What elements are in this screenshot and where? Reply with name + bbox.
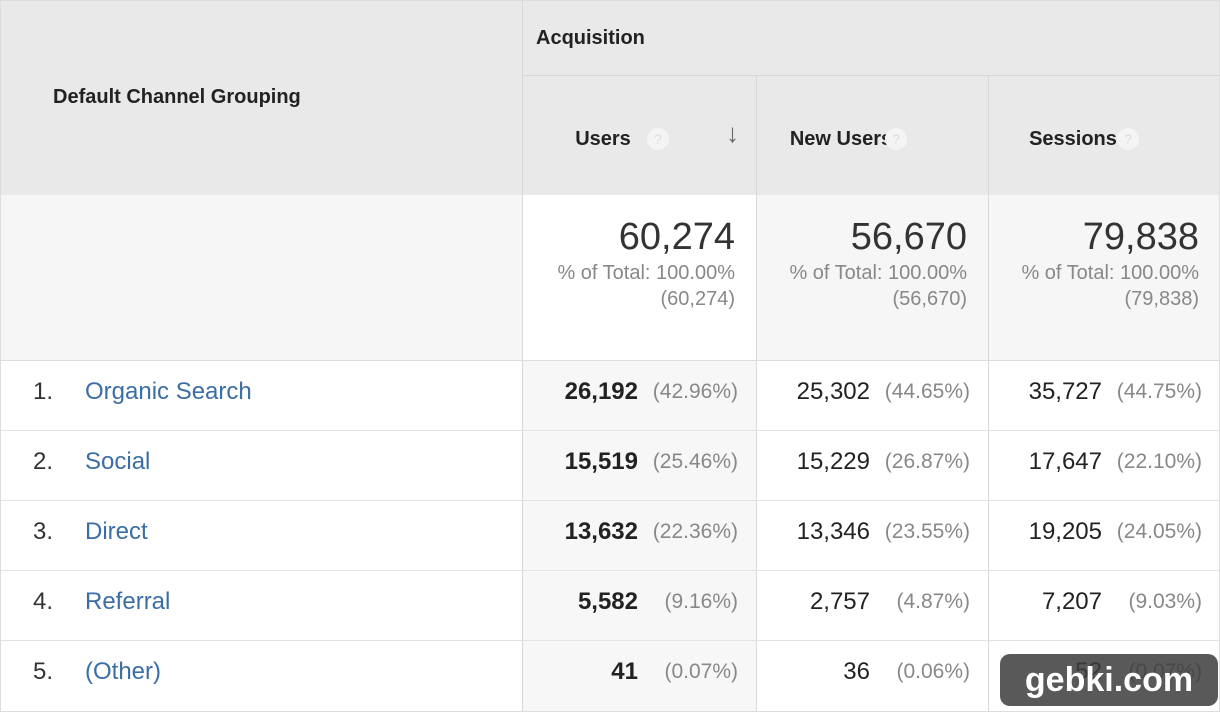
help-icon: ? [647,128,669,150]
line [0,570,1220,571]
cell-share: (42.96%) [652,380,738,403]
cell-value: 25,302 [796,378,870,405]
row-rank: 1. [33,378,54,405]
line [0,640,1220,641]
cell-value: 7,207 [1041,588,1102,615]
total-base: (60,274) [660,288,736,310]
cell-value: 19,205 [1028,518,1102,545]
cell-value: 35,727 [1028,378,1102,405]
channel-link[interactable]: Social [85,448,151,475]
total-base: (79,838) [1124,288,1200,310]
channel-link[interactable]: (Other) [85,658,162,685]
totals-sorted-bg [522,195,756,360]
cell-share: (22.36%) [652,520,738,543]
line [0,360,1220,361]
column-header[interactable]: Users [575,128,631,150]
cell-share: (44.65%) [884,380,970,403]
header-bg [0,0,1220,195]
total-base: (56,670) [892,288,968,310]
cell-value: 13,632 [564,518,638,545]
row-rank: 2. [33,448,54,475]
sorted-col-bg [522,360,756,712]
total-value: 79,838 [1082,216,1199,258]
cell-share: (25.46%) [652,450,738,473]
cell-share: (24.05%) [1116,520,1202,543]
line [522,0,523,712]
row-rank: 3. [33,518,54,545]
cell-share: (9.03%) [1128,590,1202,613]
cell-value: 26,192 [564,378,638,405]
row-rank: 4. [33,588,54,615]
row-rank: 5. [33,658,54,685]
sort-arrow: ↓ [726,118,739,148]
channel-link[interactable]: Organic Search [85,378,252,405]
help-icon: ? [885,128,907,150]
line [0,430,1220,431]
cell-value: 5,582 [577,588,638,615]
cell-value: 36 [843,658,870,685]
column-header[interactable]: Sessions [1029,128,1117,150]
line [0,500,1220,501]
total-value: 60,274 [618,216,735,258]
cell-value: 17,647 [1028,448,1102,475]
group-header: Acquisition [536,27,645,49]
cell-share: (22.10%) [1116,450,1202,473]
total-percent: % of Total: 100.00% [789,262,967,284]
cell-share: (44.75%) [1116,380,1202,403]
cell-share: (4.87%) [896,590,970,613]
column-header[interactable]: New Users [789,128,893,150]
cell-value: 2,757 [809,588,870,615]
channel-link[interactable]: Referral [85,588,171,615]
channel-link[interactable]: Direct [85,518,148,545]
total-percent: % of Total: 100.00% [557,262,735,284]
total-percent: % of Total: 100.00% [1021,262,1199,284]
cell-share: (0.06%) [896,660,970,683]
line [988,75,989,712]
cell-share: (23.55%) [884,520,970,543]
dimension-header: Default Channel Grouping [53,86,301,108]
watermark: gebki.com [1024,661,1194,699]
cell-share: (26.87%) [884,450,970,473]
cell-value: 15,519 [564,448,638,475]
watermark-bg [1000,654,1218,706]
line [522,75,1220,76]
total-value: 56,670 [850,216,967,258]
cell-value: 15,229 [796,448,870,475]
cell-share: (9.16%) [664,590,738,613]
help-icon: ? [1117,128,1139,150]
cell-value: 41 [611,658,638,685]
cell-share: (0.07%) [664,660,738,683]
line [756,75,757,712]
cell-value: 13,346 [796,518,870,545]
